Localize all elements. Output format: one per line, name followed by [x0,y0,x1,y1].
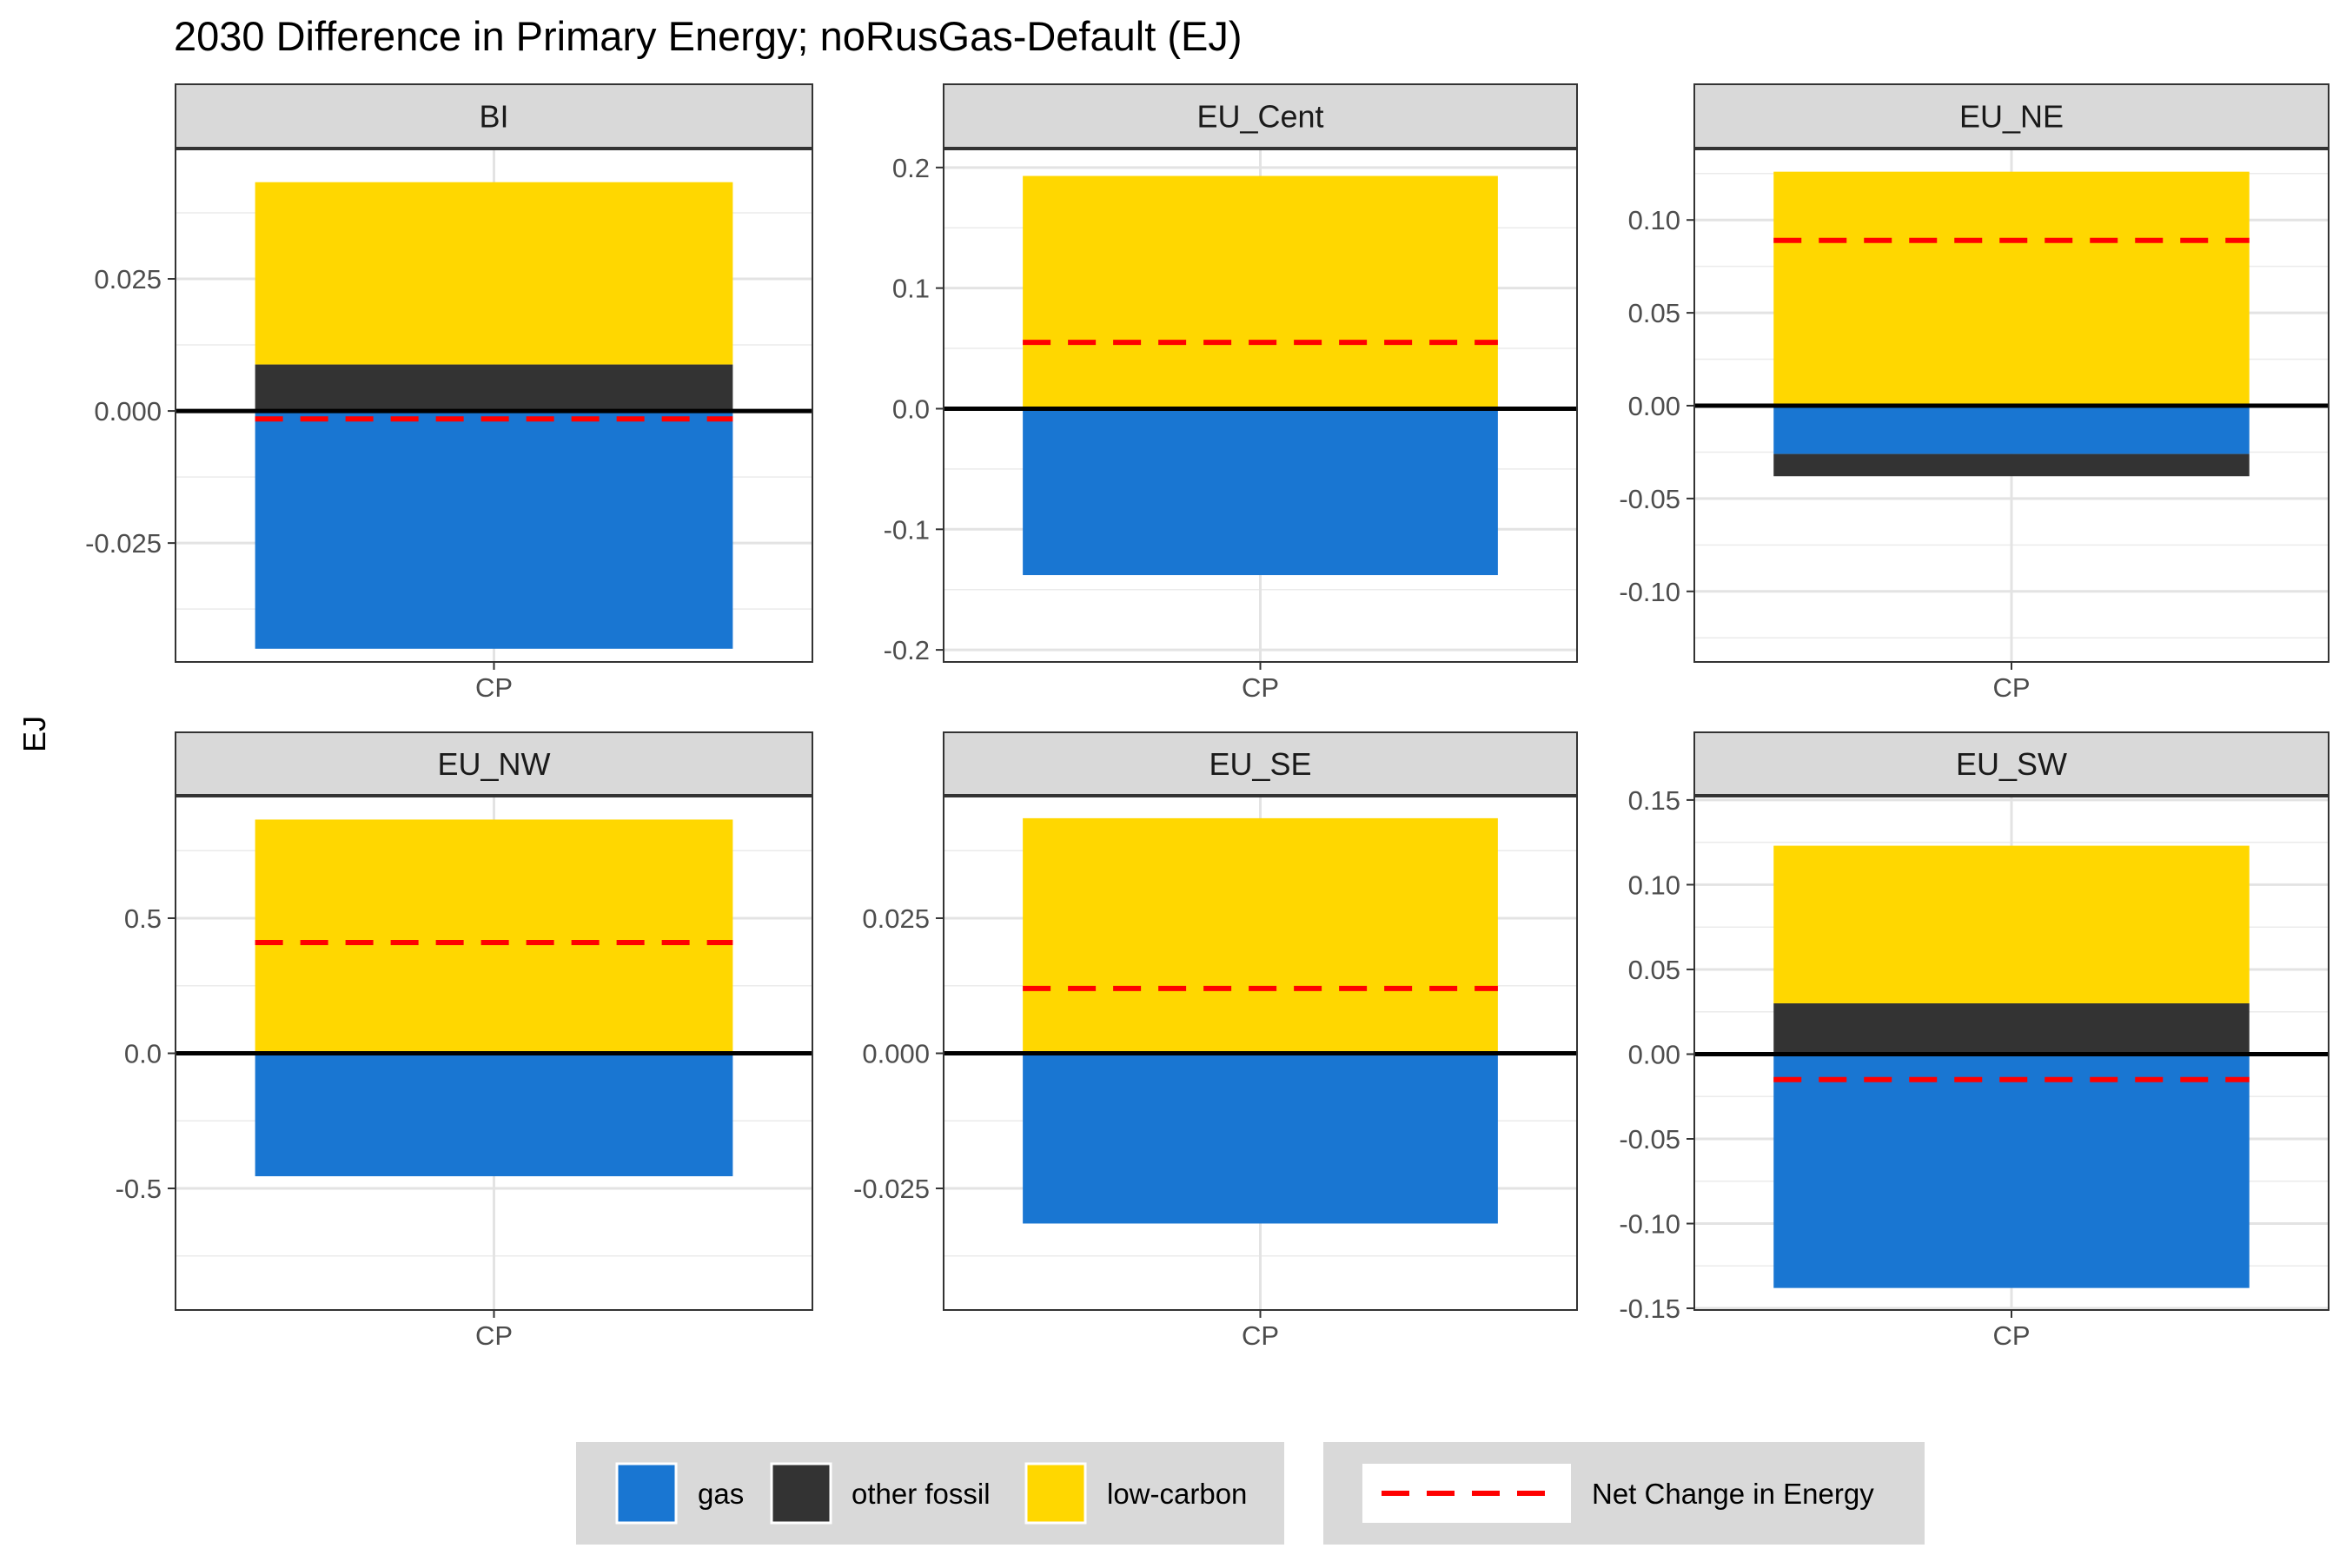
y-tick-label: 0.000 [862,1039,930,1069]
y-tick-label: -0.05 [1619,484,1680,514]
x-tick-label: CP [1242,1320,1279,1351]
y-tick-label: 0.10 [1628,205,1680,235]
y-tick-label: 0.15 [1628,785,1680,816]
y-tick-label: 0.00 [1628,1039,1680,1069]
y-tick-label: 0.05 [1628,955,1680,985]
y-tick-label: 0.0 [124,1039,162,1069]
x-tick-label: CP [1242,672,1279,703]
panel-strip-label: EU_NE [1959,99,2064,135]
legend: gas other fossil low-carbon Net Change in E… [576,1442,1925,1545]
legend-label-other-fossil: other fossil [852,1478,991,1510]
x-tick-label: CP [475,672,513,703]
bar-low-carbon [255,819,733,1054]
bar-low-carbon [1773,171,2250,407]
panels-layer: BI -0.025 0.000 0.025 CP EU_Cent -0.2 -0.1 0.0 0.… [85,83,2329,1351]
y-tick-label: 0.1 [892,274,930,304]
x-tick-label: CP [475,1320,513,1351]
bar-low-carbon [255,182,733,365]
panel-strip [943,83,1578,149]
y-tick-label: 0.00 [1628,391,1680,421]
y-tick-label: -0.10 [1619,577,1680,607]
bar-gas [255,411,733,649]
legend-key-other-fossil [770,1462,832,1525]
x-tick-label: CP [1992,1320,2030,1351]
panel-EU_SE: EU_SE -0.025 0.000 0.025 CP [853,731,1578,1351]
panel-EU_NW: EU_NW -0.5 0.0 0.5 CP [116,731,813,1351]
y-tick-label: 0.025 [862,903,930,934]
chart-title: 2030 Difference in Primary Energy; noRus… [174,13,1242,59]
legend-label-net-change: Net Change in Energy [1592,1478,1874,1510]
y-tick-label: -0.2 [884,635,930,665]
panel-BI: BI -0.025 0.000 0.025 CP [85,83,813,703]
y-tick-label: -0.05 [1619,1124,1680,1154]
legend-key-gas [615,1462,678,1525]
y-axis-label: EJ [17,716,52,752]
y-tick-label: -0.10 [1619,1209,1680,1240]
bar-gas [1773,1054,2250,1288]
panel-strip-label: EU_SE [1209,746,1311,782]
y-tick-label: 0.5 [124,903,162,934]
bar-gas [255,1053,733,1177]
y-tick-label: 0.05 [1628,298,1680,328]
panel-strip-label: EU_Cent [1196,99,1323,135]
bar-low-carbon [1023,175,1498,409]
panel-strip-label: EU_NW [437,746,550,782]
bar-other-fossil [255,364,733,412]
panel-strip-label: BI [479,99,508,135]
y-tick-label: 0.000 [94,396,162,427]
panel-EU_SW: EU_SW -0.15 -0.10 -0.05 0.00 0.05 0.10 0.15 CP [1619,731,2329,1351]
panel-strip [943,731,1578,796]
bar-gas [1023,408,1498,576]
legend-key-low-carbon [1024,1462,1087,1525]
y-tick-label: -0.025 [853,1174,930,1204]
bar-low-carbon [1023,817,1498,1054]
panel-strip-label: EU_SW [1956,746,2067,782]
legend-label-gas: gas [698,1478,744,1510]
panel-strip [175,731,813,796]
bar-low-carbon [1773,845,2250,1003]
x-tick-label: CP [1992,672,2030,703]
bar-gas [1773,406,2250,454]
bar-other-fossil [1773,1002,2250,1055]
bar-other-fossil [1773,453,2250,477]
bar-gas [1023,1053,1498,1224]
panel-strip [175,83,813,149]
y-tick-label: -0.1 [884,514,930,545]
y-tick-label: -0.5 [116,1174,162,1204]
y-tick-label: 0.10 [1628,870,1680,900]
y-tick-label: 0.2 [892,153,930,183]
panel-EU_NE: EU_NE -0.10 -0.05 0.00 0.05 0.10 CP [1619,83,2329,703]
panel-strip [1693,83,2329,149]
y-tick-label: -0.025 [85,528,162,559]
y-tick-label: -0.15 [1619,1293,1680,1324]
y-tick-label: 0.025 [94,264,162,294]
legend-label-low-carbon: low-carbon [1107,1478,1247,1510]
panel-EU_Cent: EU_Cent -0.2 -0.1 0.0 0.1 0.2 CP [884,83,1578,703]
legend-fill-box [576,1442,1284,1545]
panel-strip [1693,731,2329,796]
y-tick-label: 0.0 [892,394,930,424]
